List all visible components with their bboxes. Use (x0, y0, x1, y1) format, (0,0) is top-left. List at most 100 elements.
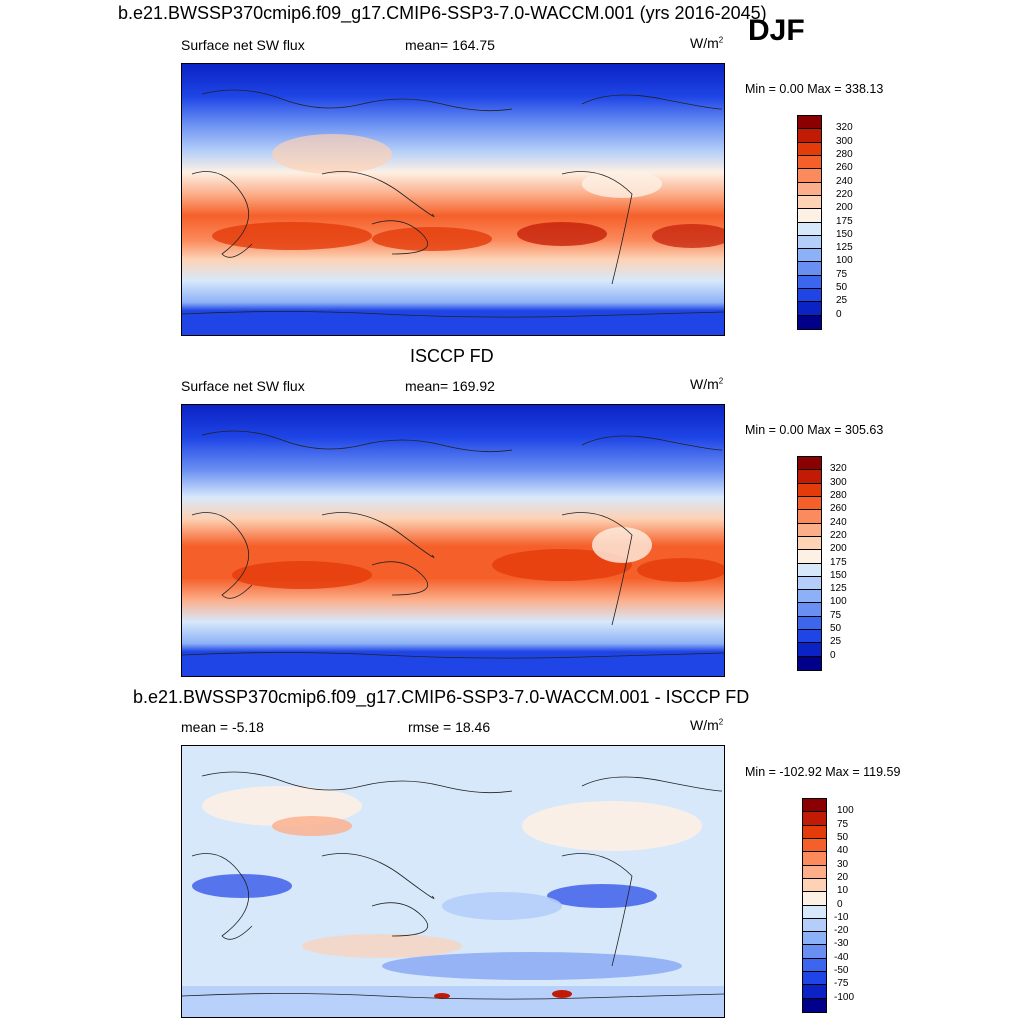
colorbar-swatch (798, 550, 821, 564)
colorbar-tick-label: 0 (837, 898, 843, 910)
colorbar-tick-label: -75 (834, 978, 849, 990)
colorbar-tick-label: 220 (830, 529, 847, 541)
figure-title: b.e21.BWSSP370cmip6.f09_g17.CMIP6-SSP3-7… (118, 3, 767, 23)
colorbar-tick-label: -20 (834, 925, 849, 937)
colorbar-tick-label: 75 (837, 818, 849, 830)
colorbar-swatch (798, 496, 821, 511)
colorbar-swatch (798, 523, 821, 537)
colorbar-tick-label: 20 (837, 871, 849, 883)
panel1-heatmap (182, 64, 724, 335)
panel1-colorbar (797, 115, 822, 330)
panel2-mean: mean= 169.92 (405, 378, 495, 394)
colorbar-tick-label: 25 (830, 636, 842, 648)
colorbar-tick-label: 300 (830, 476, 847, 488)
colorbar-swatch (798, 235, 821, 250)
colorbar-swatch (798, 315, 821, 329)
colorbar-tick-label: 175 (830, 556, 847, 568)
panel2-colorbar (797, 456, 822, 671)
colorbar-swatch (803, 878, 826, 893)
panel3-heatmap (182, 746, 724, 1017)
colorbar-swatch (798, 576, 821, 591)
season-label: DJF (748, 14, 805, 47)
colorbar-tick-label: 260 (836, 162, 853, 174)
colorbar-swatch (798, 536, 821, 551)
colorbar-tick-label: 240 (836, 175, 853, 187)
colorbar-swatch (798, 275, 821, 290)
colorbar-swatch (803, 892, 826, 906)
colorbar-swatch (798, 457, 821, 471)
colorbar-swatch (798, 616, 821, 631)
colorbar-swatch (798, 483, 821, 497)
colorbar-tick-label: -50 (834, 965, 849, 977)
colorbar-tick-label: 75 (836, 268, 848, 280)
colorbar-swatch (798, 116, 821, 130)
colorbar-swatch (803, 932, 826, 946)
colorbar-swatch (798, 656, 821, 670)
colorbar-swatch (798, 630, 821, 644)
panel3-subtitle: b.e21.BWSSP370cmip6.f09_g17.CMIP6-SSP3-7… (133, 687, 750, 707)
colorbar-tick-label: 30 (837, 858, 849, 870)
colorbar-tick-label: 125 (830, 583, 847, 595)
colorbar-swatch (798, 182, 821, 196)
colorbar-swatch (803, 825, 826, 839)
colorbar-swatch (803, 812, 826, 826)
colorbar-swatch (798, 155, 821, 170)
colorbar-swatch (803, 905, 826, 919)
colorbar-swatch (798, 603, 821, 617)
panel2-range: Min = 0.00 Max = 305.63 (745, 423, 884, 437)
colorbar-tick-label: 50 (837, 831, 849, 843)
panel1-mean: mean= 164.75 (405, 37, 495, 53)
panel2-heatmap (182, 405, 724, 676)
colorbar-swatch (803, 945, 826, 959)
panel2-map (181, 404, 725, 677)
colorbar-tick-label: 100 (837, 805, 854, 817)
colorbar-swatch (798, 262, 821, 276)
colorbar-tick-label: 50 (836, 282, 848, 294)
colorbar-tick-label: 150 (830, 569, 847, 581)
colorbar-tick-label: 280 (836, 148, 853, 160)
colorbar-swatch (798, 142, 821, 156)
colorbar-swatch (803, 958, 826, 973)
colorbar-swatch (798, 249, 821, 263)
panel3-units: W/m2 (690, 717, 724, 733)
colorbar-swatch (798, 169, 821, 183)
colorbar-swatch (798, 643, 821, 657)
colorbar-swatch (803, 799, 826, 813)
colorbar-swatch (798, 289, 821, 303)
panel1-variable: Surface net SW flux (181, 37, 305, 53)
colorbar-swatch (803, 998, 826, 1012)
colorbar-tick-label: 200 (830, 543, 847, 555)
colorbar-tick-label: 100 (830, 596, 847, 608)
colorbar-tick-label: 280 (830, 489, 847, 501)
colorbar-swatch (803, 918, 826, 933)
colorbar-swatch (803, 865, 826, 879)
panel3-mean: mean = -5.18 (181, 719, 264, 735)
colorbar-swatch (803, 972, 826, 986)
colorbar-swatch (798, 195, 821, 210)
colorbar-tick-label: 150 (836, 228, 853, 240)
panel3-range: Min = -102.92 Max = 119.59 (745, 765, 901, 779)
colorbar-swatch (798, 470, 821, 484)
colorbar-tick-label: 25 (836, 295, 848, 307)
colorbar-tick-label: 260 (830, 503, 847, 515)
panel2-units: W/m2 (690, 376, 724, 392)
panel3-map (181, 745, 725, 1018)
colorbar-tick-label: 0 (836, 308, 842, 320)
colorbar-tick-label: -30 (834, 938, 849, 950)
panel2-subtitle: ISCCP FD (410, 346, 494, 366)
colorbar-tick-label: 320 (830, 463, 847, 475)
colorbar-tick-label: 300 (836, 135, 853, 147)
panel1-map (181, 63, 725, 336)
colorbar-swatch (798, 222, 821, 236)
panel1-range: Min = 0.00 Max = 338.13 (745, 82, 884, 96)
colorbar-tick-label: 175 (836, 215, 853, 227)
panel3-colorbar (802, 798, 827, 1013)
colorbar-swatch (798, 510, 821, 524)
panel3-rmse: rmse = 18.46 (408, 719, 491, 735)
colorbar-tick-label: 320 (836, 122, 853, 134)
colorbar-tick-label: 220 (836, 188, 853, 200)
colorbar-swatch (798, 209, 821, 223)
colorbar-tick-label: 100 (836, 255, 853, 267)
colorbar-swatch (798, 563, 821, 577)
colorbar-tick-label: 125 (836, 242, 853, 254)
